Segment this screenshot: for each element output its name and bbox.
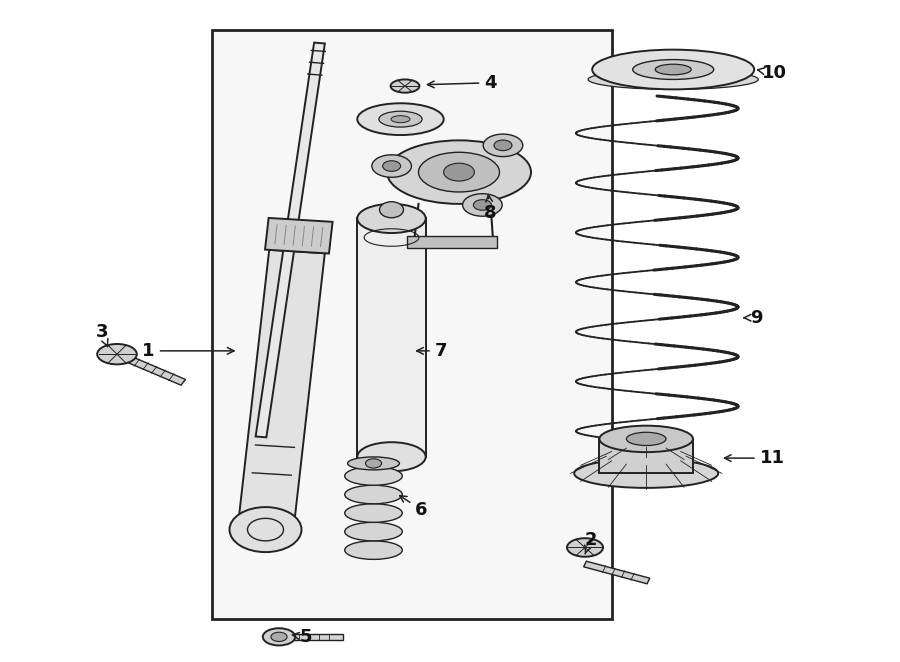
Ellipse shape	[357, 204, 426, 233]
Ellipse shape	[97, 344, 137, 364]
Ellipse shape	[345, 522, 402, 541]
FancyBboxPatch shape	[599, 439, 693, 473]
Text: 9: 9	[743, 308, 762, 327]
Ellipse shape	[633, 60, 714, 79]
Ellipse shape	[345, 467, 402, 485]
Ellipse shape	[345, 485, 402, 504]
Ellipse shape	[567, 538, 603, 557]
Ellipse shape	[379, 111, 422, 127]
Ellipse shape	[391, 79, 419, 93]
Ellipse shape	[372, 155, 411, 177]
Text: 1: 1	[142, 342, 234, 360]
Ellipse shape	[380, 202, 403, 218]
Ellipse shape	[592, 50, 754, 89]
Text: 5: 5	[292, 628, 312, 646]
Text: 8: 8	[484, 195, 497, 222]
FancyBboxPatch shape	[357, 218, 426, 457]
Ellipse shape	[463, 194, 502, 216]
Ellipse shape	[357, 442, 426, 471]
Ellipse shape	[599, 426, 693, 452]
Ellipse shape	[345, 504, 402, 522]
Ellipse shape	[626, 432, 666, 446]
Ellipse shape	[263, 628, 295, 645]
Polygon shape	[265, 218, 333, 254]
FancyBboxPatch shape	[293, 634, 343, 640]
Ellipse shape	[473, 200, 491, 211]
Ellipse shape	[357, 103, 444, 135]
Text: 7: 7	[417, 342, 447, 360]
Ellipse shape	[382, 161, 400, 171]
Ellipse shape	[345, 541, 402, 559]
FancyBboxPatch shape	[212, 30, 612, 619]
Text: 6: 6	[400, 496, 428, 519]
Polygon shape	[256, 42, 325, 438]
Ellipse shape	[483, 134, 523, 157]
Ellipse shape	[230, 507, 302, 552]
Ellipse shape	[655, 64, 691, 75]
Polygon shape	[115, 352, 185, 385]
Ellipse shape	[444, 164, 474, 181]
Ellipse shape	[271, 632, 287, 641]
Ellipse shape	[589, 70, 758, 89]
Text: 2: 2	[584, 530, 597, 554]
Ellipse shape	[347, 457, 400, 470]
Ellipse shape	[494, 140, 512, 151]
Text: 3: 3	[95, 323, 108, 347]
Text: 11: 11	[724, 449, 785, 467]
Text: 10: 10	[758, 64, 787, 82]
Polygon shape	[238, 250, 325, 532]
Polygon shape	[583, 561, 650, 584]
Ellipse shape	[391, 116, 410, 122]
FancyBboxPatch shape	[407, 236, 497, 248]
Text: 4: 4	[428, 73, 497, 92]
Ellipse shape	[365, 459, 382, 468]
Ellipse shape	[574, 459, 718, 488]
Ellipse shape	[418, 152, 500, 192]
Ellipse shape	[387, 140, 531, 204]
